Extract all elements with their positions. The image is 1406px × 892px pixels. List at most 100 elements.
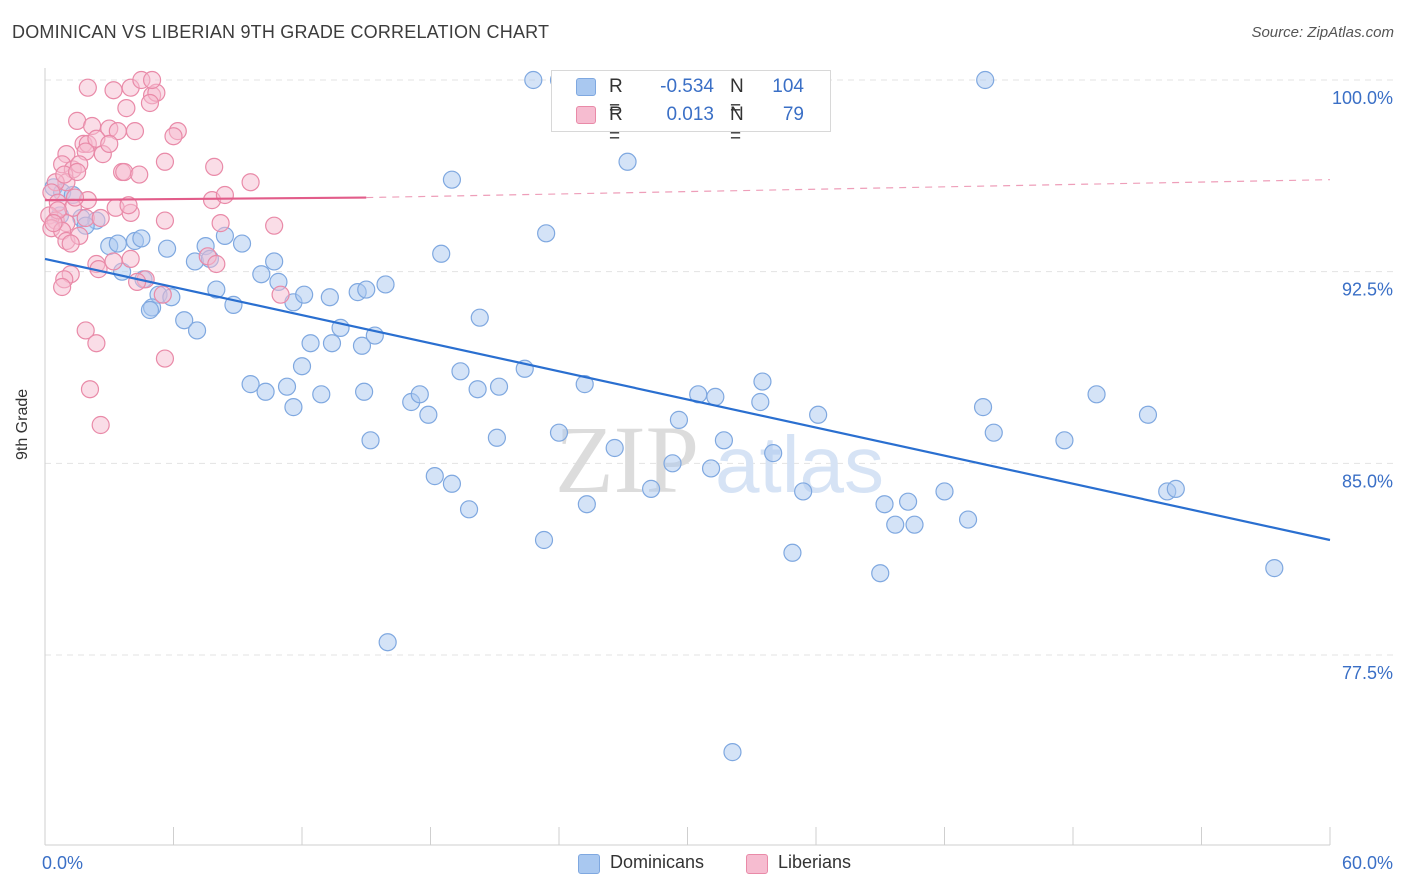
liberian-point bbox=[104, 81, 123, 100]
liberian-point bbox=[271, 285, 290, 304]
liberian-point bbox=[155, 211, 175, 230]
dominican-point bbox=[524, 70, 543, 90]
liberian-point bbox=[215, 185, 234, 205]
dominican-point bbox=[187, 321, 207, 340]
dominican-point bbox=[312, 385, 331, 404]
stats-legend: R = -0.534 N = 104 R = 0.013 N = 79 bbox=[551, 70, 831, 147]
dominican-point bbox=[905, 515, 924, 534]
dominican-point bbox=[442, 170, 462, 189]
legend-r-value: 0.013 bbox=[666, 104, 714, 125]
dominican-point bbox=[256, 382, 275, 401]
dominican-point bbox=[207, 280, 226, 299]
dominican-point bbox=[958, 510, 978, 529]
dominican-point bbox=[663, 454, 682, 473]
dominican-point bbox=[973, 398, 993, 417]
dominican-point bbox=[301, 334, 320, 353]
liberian-point bbox=[125, 122, 145, 141]
liberian-point bbox=[164, 127, 183, 146]
dominican-point bbox=[451, 362, 470, 381]
x-tick-label: 60.0% bbox=[1342, 853, 1393, 873]
dominican-point bbox=[140, 300, 160, 320]
dominican-point bbox=[352, 336, 372, 355]
bottom-legend-swatch-blue bbox=[578, 854, 600, 874]
legend-r-label: R = bbox=[609, 76, 623, 119]
dominican-point bbox=[976, 70, 995, 90]
dominican-point bbox=[1087, 385, 1106, 404]
chart-title: DOMINICAN VS LIBERIAN 9TH GRADE CORRELAT… bbox=[12, 22, 550, 42]
dominican-point bbox=[669, 410, 689, 429]
liberian-point bbox=[121, 249, 140, 268]
dominican-point bbox=[575, 375, 594, 394]
liberian-point bbox=[91, 415, 110, 435]
legend-swatch-blue bbox=[576, 78, 596, 96]
dominican-point bbox=[410, 385, 429, 404]
dominican-point bbox=[871, 564, 890, 583]
tick-labels: 77.5% 85.0% 92.5% 100.0% 0.0% 60.0% bbox=[42, 88, 1393, 873]
source-label: Source: ZipAtlas.com bbox=[1251, 24, 1394, 41]
liberian-point bbox=[76, 321, 95, 340]
liberian-point bbox=[207, 254, 226, 274]
liberian-point bbox=[68, 162, 87, 182]
y-tick-label: 92.5% bbox=[1342, 280, 1393, 300]
legend-swatch-pink bbox=[576, 106, 596, 124]
x-tick-label: 0.0% bbox=[42, 853, 83, 873]
liberian-point bbox=[140, 93, 160, 113]
legend-n-label: N = bbox=[730, 76, 744, 119]
liberian-point bbox=[130, 165, 149, 184]
dominican-point bbox=[534, 530, 554, 550]
dominican-point bbox=[1265, 559, 1284, 578]
y-tick-label: 85.0% bbox=[1342, 471, 1393, 491]
dominican-point bbox=[132, 229, 151, 248]
dominican-point bbox=[419, 405, 438, 424]
liberian-point bbox=[142, 70, 162, 90]
liberian-point bbox=[78, 78, 97, 97]
liberian-point bbox=[127, 272, 147, 291]
liberian-point bbox=[87, 334, 106, 353]
dominican-point bbox=[284, 398, 303, 417]
liberian-point bbox=[65, 188, 85, 207]
dominican-point bbox=[935, 482, 954, 501]
dominican-point bbox=[320, 288, 339, 307]
liberian-point bbox=[117, 99, 136, 118]
dominican-point bbox=[984, 423, 1003, 442]
dominican-point bbox=[809, 405, 828, 424]
dominican-point bbox=[425, 467, 444, 486]
dominican-point bbox=[470, 308, 489, 327]
dominican-point bbox=[549, 423, 569, 442]
liberian-point bbox=[53, 277, 72, 297]
bottom-legend-label: Liberians bbox=[778, 852, 852, 872]
y-tick-label: 77.5% bbox=[1342, 663, 1393, 683]
liberian-trend-line bbox=[44, 196, 367, 202]
liberian-point bbox=[104, 252, 123, 271]
liberian-point bbox=[44, 214, 63, 233]
dominican-point bbox=[432, 244, 451, 263]
dominican-point bbox=[605, 438, 624, 458]
dominican-point bbox=[355, 382, 374, 401]
dominican-point bbox=[577, 495, 596, 514]
dominican-point bbox=[357, 280, 376, 299]
bottom-legend-label: Dominicans bbox=[610, 852, 705, 872]
dominican-point bbox=[361, 431, 380, 450]
dominican-point bbox=[277, 377, 297, 396]
dominican-point bbox=[723, 743, 742, 762]
data-points bbox=[40, 70, 1284, 762]
liberian-point bbox=[100, 134, 119, 153]
dominican-point bbox=[157, 239, 177, 258]
dominican-point bbox=[108, 234, 127, 253]
liberian-point bbox=[155, 152, 175, 171]
dominican-point bbox=[241, 375, 260, 394]
dominican-point bbox=[1138, 405, 1158, 424]
dominican-point bbox=[764, 444, 783, 463]
dominican-point bbox=[252, 265, 271, 284]
dominican-point bbox=[701, 459, 721, 478]
liberian-point bbox=[61, 234, 80, 253]
dominican-point bbox=[487, 428, 506, 447]
dominican-point bbox=[265, 252, 284, 271]
dominican-point bbox=[468, 380, 487, 399]
dominican-point bbox=[714, 431, 734, 450]
liberian-point bbox=[91, 208, 110, 228]
legend-r-value: -0.534 bbox=[660, 76, 714, 97]
liberian-point bbox=[80, 380, 100, 399]
legend-r-label: R = bbox=[609, 104, 623, 147]
